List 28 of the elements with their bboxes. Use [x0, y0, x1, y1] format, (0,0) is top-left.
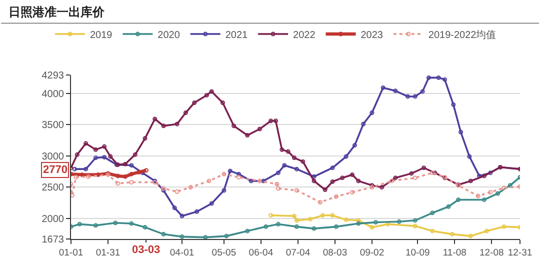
x-tick-label: 08-03 — [322, 247, 348, 258]
x-tick-label: 01-31 — [96, 247, 120, 258]
x-tick-label: 07-04 — [286, 247, 310, 258]
x-tick-label: 10-09 — [405, 247, 430, 258]
y-tick-label: 1673 — [42, 234, 64, 246]
x-tick-label: 06-04 — [248, 247, 274, 258]
legend-label: 2022 — [293, 30, 316, 41]
x-tick-label: 12-08 — [479, 247, 504, 258]
y-tick-label: 3500 — [42, 120, 64, 132]
y-tick-label: 3000 — [42, 151, 64, 162]
chart-title: 日照港准一出库价 — [8, 5, 106, 20]
legend-label: 2019-2022均值 — [428, 28, 496, 41]
y-tick-label: 2500 — [42, 182, 64, 194]
annotation: 2770 — [43, 164, 68, 176]
y-tick-label: 2000 — [42, 214, 64, 226]
x-tick-label: 12-31 — [508, 247, 532, 258]
x-tick-label: 11-08 — [442, 247, 466, 258]
x-tick-label: 01-01 — [58, 247, 84, 258]
legend-label: 2021 — [225, 30, 248, 41]
legend-label: 2019 — [90, 30, 113, 41]
y-tick-label: 4000 — [42, 88, 64, 100]
x-tick-label: 09-02 — [360, 247, 384, 258]
text: 03-03 — [132, 244, 160, 256]
y-tick-label: 4293 — [42, 70, 64, 82]
legend-label: 2020 — [158, 30, 180, 41]
x-tick-label: 05-05 — [212, 247, 236, 258]
legend-label: 2023 — [360, 30, 384, 41]
x-tick-label: 04-01 — [170, 247, 194, 258]
